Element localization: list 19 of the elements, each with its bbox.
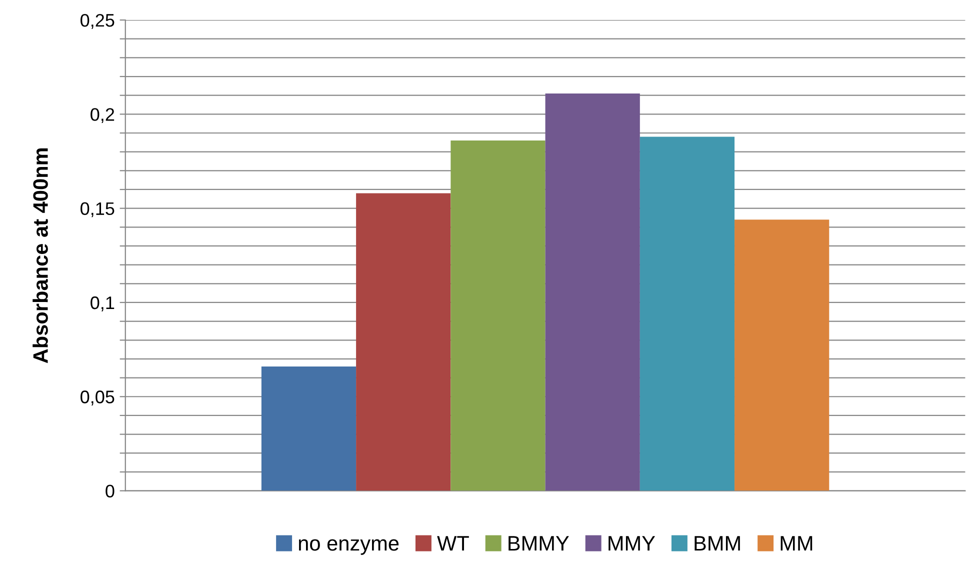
legend-label: BMMY bbox=[508, 536, 569, 551]
bar bbox=[734, 220, 830, 491]
y-tick-label: 0,15 bbox=[80, 202, 114, 218]
legend-label: MM bbox=[780, 536, 812, 551]
legend-label: BMM bbox=[694, 536, 740, 551]
y-tick-label: 0,05 bbox=[80, 390, 114, 406]
y-tick-label: 0,1 bbox=[90, 296, 114, 312]
y-tick-label: 0,25 bbox=[80, 14, 114, 29]
bar bbox=[261, 366, 356, 491]
y-tick-label: 0,2 bbox=[90, 108, 114, 124]
y-axis-title: Absorbance at 400nm bbox=[32, 148, 48, 364]
bar bbox=[545, 93, 640, 491]
legend-label: WT bbox=[437, 536, 469, 551]
bar bbox=[450, 140, 546, 491]
bar bbox=[356, 193, 451, 491]
bar bbox=[640, 136, 735, 491]
legend-label: no enzyme bbox=[298, 539, 399, 555]
y-tick-label: 0 bbox=[106, 484, 114, 498]
legend-label: MMY bbox=[608, 536, 656, 551]
